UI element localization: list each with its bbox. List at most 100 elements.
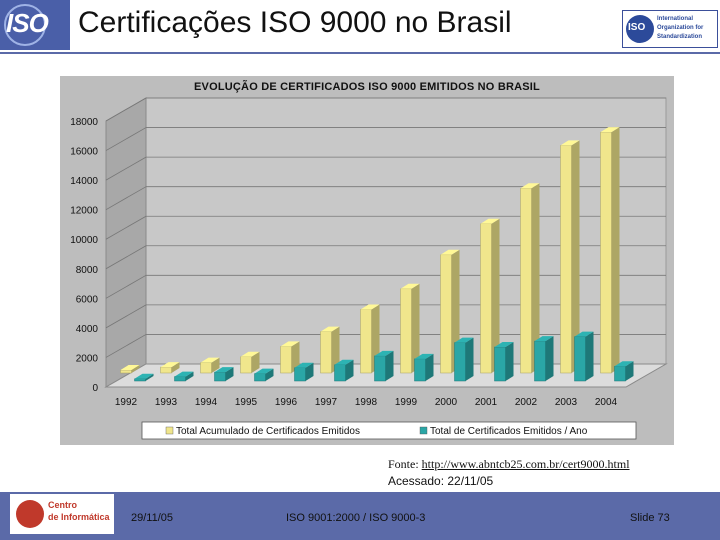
legend-swatch <box>419 426 428 435</box>
bar-front <box>160 366 172 374</box>
x-tick-label: 2000 <box>435 397 458 408</box>
iso-logo-text: ISO <box>6 8 49 38</box>
bar-front <box>174 376 186 382</box>
x-tick-label: 1993 <box>155 397 178 408</box>
bar-top <box>480 218 500 224</box>
bar-front <box>400 288 412 374</box>
gridline-diagonal <box>105 334 147 358</box>
bar-side <box>211 357 220 373</box>
bar-side <box>265 368 274 381</box>
y-tick-label: 2000 <box>76 353 99 364</box>
accessed-date: Acessado: 22/11/05 <box>388 474 494 488</box>
bar-front <box>120 369 132 374</box>
gridline-diagonal <box>105 186 147 211</box>
source-link[interactable]: http://www.abntcb25.com.br/cert9000.html <box>421 457 630 471</box>
bar-side <box>305 362 314 381</box>
y-tick-label: 18000 <box>70 117 98 128</box>
bar-front <box>374 355 386 382</box>
bar-top <box>174 371 194 377</box>
iso-badge-text: ISO <box>628 22 646 33</box>
x-tick-label: 1996 <box>275 397 298 408</box>
bar-top <box>200 357 220 363</box>
bar-front <box>534 340 546 382</box>
bar-top <box>320 326 340 332</box>
x-tick-label: 1995 <box>235 397 258 408</box>
bar-front <box>440 254 452 374</box>
bar-front <box>134 378 146 382</box>
bar-front <box>560 145 572 374</box>
gridline-diagonal <box>105 245 147 270</box>
bar-side <box>251 351 260 373</box>
bar-top <box>400 283 420 289</box>
footer-subject: ISO 9001:2000 / ISO 9000-3 <box>286 512 426 524</box>
bar-side <box>131 365 140 373</box>
y-tick-label: 12000 <box>70 206 98 217</box>
x-tick-label: 2002 <box>515 397 538 408</box>
gridline-diagonal <box>105 304 147 329</box>
logo-line1: Centro <box>48 500 77 510</box>
footer <box>0 492 720 540</box>
bar-front <box>240 356 252 374</box>
gridline-diagonal <box>105 127 147 151</box>
bar-front <box>494 346 506 382</box>
iso-org-name: International Organization for Standardi… <box>657 16 704 40</box>
bar-side <box>171 362 180 373</box>
legend-label: Total de Certificados Emitidos / Ano <box>430 426 588 437</box>
gridline-diagonal <box>105 215 147 240</box>
bar-top <box>214 367 234 373</box>
x-tick-label: 1992 <box>115 397 138 408</box>
logo-swirl-icon <box>16 500 44 528</box>
bar-top <box>360 304 380 310</box>
chart: 0 2000 4000 6000 8000 10000 12000 14000 16000 180… <box>70 97 668 440</box>
x-tick-label: 1999 <box>395 397 418 408</box>
bar-front <box>614 365 626 382</box>
bar-top <box>374 350 394 356</box>
x-tick-label: 2004 <box>595 397 618 408</box>
legend-label: Total Acumulado de Certificados Emitidos <box>176 426 360 437</box>
bar-front <box>360 309 372 374</box>
bar-top <box>614 361 634 367</box>
bar-front <box>214 371 226 382</box>
footer-slide-number: Slide 73 <box>630 512 670 524</box>
bar-top <box>574 331 594 337</box>
bar-side <box>385 350 394 381</box>
source-label: Fonte: <box>388 457 422 471</box>
chart-title: EVOLUÇÃO DE CERTIFICADOS ISO 9000 EMITID… <box>194 81 540 93</box>
x-tick-label: 1994 <box>195 397 218 408</box>
bar-side <box>505 342 514 381</box>
y-tick-label: 6000 <box>76 294 99 305</box>
bar-side <box>185 371 194 381</box>
header-divider <box>0 52 720 54</box>
gridline-diagonal <box>105 274 147 299</box>
bar-top <box>494 342 514 348</box>
bar-front <box>320 331 332 374</box>
bar-side <box>545 336 554 381</box>
bar-side <box>331 326 340 373</box>
gridline-diagonal <box>105 97 147 122</box>
bar-top <box>160 362 180 368</box>
bar-front <box>254 373 266 382</box>
y-tick-label: 14000 <box>70 176 98 187</box>
x-tick-label: 2001 <box>475 397 498 408</box>
bar-front <box>574 336 586 382</box>
y-tick-label: 10000 <box>70 235 98 246</box>
chart-side-wall <box>105 97 147 388</box>
legend-swatch <box>165 426 174 435</box>
iso-badge-icon: ISO <box>626 15 654 43</box>
bar-front <box>334 364 346 382</box>
bar-top <box>334 359 354 365</box>
bar-side <box>571 140 580 373</box>
x-tick-label: 1998 <box>355 397 378 408</box>
x-tick-label: 1997 <box>315 397 338 408</box>
bar-front <box>480 223 492 374</box>
bar-front <box>520 188 532 374</box>
bar-side <box>611 127 620 373</box>
bar-side <box>411 283 420 373</box>
footer-date: 29/11/05 <box>131 512 174 524</box>
bar-top <box>454 337 474 343</box>
page-title: Certificações ISO 9000 no Brasil <box>78 6 512 39</box>
iso-logo-left: ISO <box>0 0 70 50</box>
bar-front <box>600 131 612 374</box>
bar-side <box>531 183 540 373</box>
bar-side <box>425 353 434 381</box>
